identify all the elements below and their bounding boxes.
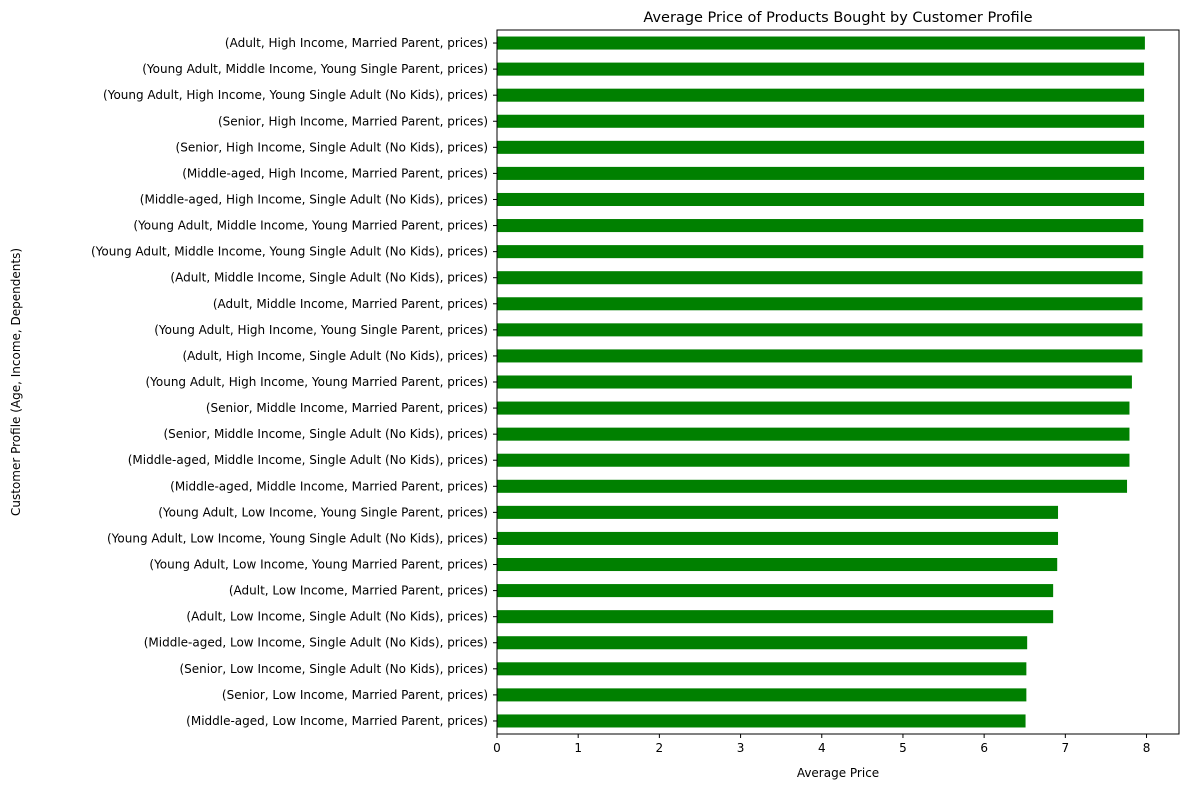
bar xyxy=(497,375,1132,389)
y-tick-label: (Young Adult, High Income, Young Single … xyxy=(154,323,488,337)
x-tick-label: 7 xyxy=(1062,741,1070,755)
bar xyxy=(497,192,1145,206)
bar xyxy=(497,323,1143,337)
bar xyxy=(497,531,1059,545)
x-tick-label: 0 xyxy=(493,741,501,755)
x-axis-title: Average Price xyxy=(797,766,879,780)
bar xyxy=(497,453,1130,467)
y-tick-label: (Middle-aged, Low Income, Married Parent… xyxy=(186,714,488,728)
bar xyxy=(497,219,1144,233)
bar xyxy=(497,610,1054,624)
y-axis-title: Customer Profile (Age, Income, Dependent… xyxy=(9,248,23,516)
x-tick-label: 1 xyxy=(574,741,582,755)
bar xyxy=(497,479,1128,493)
bar xyxy=(497,636,1028,650)
y-tick-label: (Young Adult, High Income, Young Single … xyxy=(103,88,488,102)
bar xyxy=(497,36,1145,50)
y-tick-label: (Senior, Middle Income, Married Parent, … xyxy=(206,401,488,415)
y-tick-label: (Middle-aged, Middle Income, Single Adul… xyxy=(128,453,488,467)
y-tick-label: (Senior, Low Income, Married Parent, pri… xyxy=(222,688,488,702)
y-tick-label: (Young Adult, Low Income, Young Single P… xyxy=(158,505,488,519)
y-tick-label: (Senior, Middle Income, Single Adult (No… xyxy=(163,427,488,441)
y-tick-label: (Middle-aged, High Income, Single Adult … xyxy=(140,192,488,206)
bar xyxy=(497,140,1145,154)
y-tick-labels: (Adult, High Income, Married Parent, pri… xyxy=(91,36,497,728)
bars-group xyxy=(497,36,1145,728)
y-tick-label: (Adult, High Income, Single Adult (No Ki… xyxy=(182,349,488,363)
bar xyxy=(497,349,1143,363)
y-tick-label: (Adult, Low Income, Married Parent, pric… xyxy=(229,584,488,598)
bar xyxy=(497,271,1143,285)
y-tick-label: (Young Adult, Low Income, Young Married … xyxy=(149,558,488,572)
y-tick-label: (Young Adult, Middle Income, Young Singl… xyxy=(91,245,488,259)
bar xyxy=(497,297,1143,311)
y-tick-label: (Middle-aged, Middle Income, Married Par… xyxy=(170,479,488,493)
x-tick-label: 2 xyxy=(656,741,664,755)
bar xyxy=(497,88,1145,102)
y-tick-label: (Young Adult, Low Income, Young Single A… xyxy=(107,531,488,545)
bar xyxy=(497,401,1130,415)
bar xyxy=(497,245,1144,259)
y-tick-label: (Young Adult, Middle Income, Young Marri… xyxy=(133,219,488,233)
y-tick-label: (Middle-aged, High Income, Married Paren… xyxy=(182,166,488,180)
bar xyxy=(497,427,1130,441)
bar xyxy=(497,662,1027,676)
y-tick-label: (Senior, High Income, Married Parent, pr… xyxy=(218,114,488,128)
y-tick-label: (Senior, Low Income, Single Adult (No Ki… xyxy=(179,662,488,676)
plot-frame xyxy=(496,29,1180,735)
bar xyxy=(497,558,1058,572)
x-tick-label: 6 xyxy=(980,741,988,755)
bar xyxy=(497,714,1026,728)
y-tick-label: (Adult, High Income, Married Parent, pri… xyxy=(225,36,488,50)
x-tick-label: 4 xyxy=(818,741,826,755)
bar xyxy=(497,114,1145,128)
bar xyxy=(497,505,1059,519)
x-tick-label: 3 xyxy=(737,741,745,755)
chart-title: Average Price of Products Bought by Cust… xyxy=(643,10,1032,26)
x-tick-label: 5 xyxy=(899,741,907,755)
bar xyxy=(497,688,1027,702)
y-tick-label: (Young Adult, High Income, Young Married… xyxy=(145,375,488,389)
x-ticks: 0 1 2 3 4 5 6 7 8 xyxy=(493,734,1150,755)
y-tick-label: (Adult, Middle Income, Married Parent, p… xyxy=(213,297,488,311)
bar xyxy=(497,62,1145,76)
y-tick-label: (Adult, Low Income, Single Adult (No Kid… xyxy=(186,610,488,624)
y-tick-label: (Senior, High Income, Single Adult (No K… xyxy=(176,140,488,154)
y-tick-label: (Adult, Middle Income, Single Adult (No … xyxy=(170,271,488,285)
x-tick-label: 8 xyxy=(1143,741,1151,755)
bar xyxy=(497,166,1145,180)
y-tick-label: (Middle-aged, Low Income, Single Adult (… xyxy=(144,636,488,650)
y-tick-label: (Young Adult, Middle Income, Young Singl… xyxy=(142,62,488,76)
bar xyxy=(497,584,1054,598)
